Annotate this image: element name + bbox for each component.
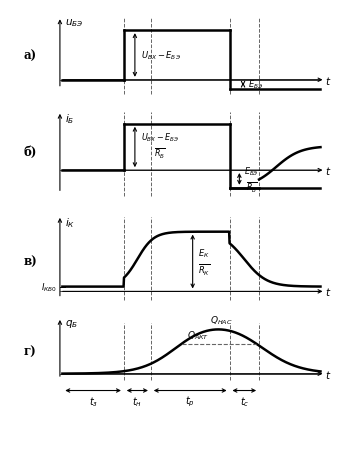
Text: $t_з$: $t_з$ <box>89 394 98 408</box>
Text: $i_{Б}$: $i_{Б}$ <box>65 112 74 125</box>
Text: $I_{КБ0}$: $I_{КБ0}$ <box>42 281 57 293</box>
Text: $u_{БЭ}$: $u_{БЭ}$ <box>65 17 83 29</box>
Text: $t_н$: $t_н$ <box>132 394 142 408</box>
Text: $E_{БЭ}$
$\overline{R_{Б}}$: $E_{БЭ}$ $\overline{R_{Б}}$ <box>244 165 259 194</box>
Text: $i_{К}$: $i_{К}$ <box>65 215 75 229</box>
Text: $t$: $t$ <box>325 165 332 177</box>
Text: $Q_{НАС}$: $Q_{НАС}$ <box>210 314 232 326</box>
Text: $t$: $t$ <box>325 75 332 87</box>
Text: $q_{Б}$: $q_{Б}$ <box>65 317 78 329</box>
Text: $E_{К}$
$\overline{R_{К}}$: $E_{К}$ $\overline{R_{К}}$ <box>198 247 210 277</box>
Text: $U_{ВХ}-E_{БЭ}$
$\overline{R_{Б}}$: $U_{ВХ}-E_{БЭ}$ $\overline{R_{Б}}$ <box>141 131 179 159</box>
Text: $E_{БЭ}$: $E_{БЭ}$ <box>248 79 263 91</box>
Text: $t$: $t$ <box>325 286 332 298</box>
Text: а): а) <box>24 50 37 63</box>
Text: $t$: $t$ <box>325 368 332 380</box>
Text: $t_с$: $t_с$ <box>240 394 249 408</box>
Text: $U_{ВХ}-E_{БЭ}$: $U_{ВХ}-E_{БЭ}$ <box>141 50 181 62</box>
Text: в): в) <box>24 256 37 269</box>
Text: б): б) <box>24 146 37 159</box>
Text: $Q_{АКТ}$: $Q_{АКТ}$ <box>187 329 209 342</box>
Text: г): г) <box>24 345 37 358</box>
Text: $t_р$: $t_р$ <box>185 394 195 408</box>
